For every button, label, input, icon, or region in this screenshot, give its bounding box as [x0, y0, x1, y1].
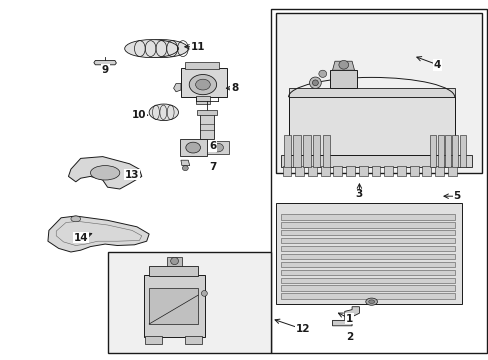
Ellipse shape [309, 77, 321, 89]
Bar [312, 135, 320, 167]
Bar [281, 238, 454, 243]
Bar [288, 97, 454, 155]
Ellipse shape [195, 79, 210, 90]
Bar [199, 112, 214, 139]
Bar [307, 166, 316, 176]
Bar [384, 166, 392, 176]
Bar [180, 139, 206, 156]
Text: 11: 11 [190, 42, 205, 52]
Bar [281, 285, 454, 291]
Bar [281, 155, 471, 167]
Bar [281, 222, 454, 228]
Bar [181, 68, 227, 97]
Bar [184, 62, 219, 69]
Text: 1: 1 [346, 314, 352, 324]
Bar [459, 135, 465, 167]
Bar [184, 336, 202, 344]
Text: 14: 14 [73, 233, 88, 243]
Bar [196, 110, 217, 115]
Bar [444, 135, 450, 167]
Bar [149, 266, 198, 276]
Bar [303, 135, 310, 167]
Bar [434, 166, 443, 176]
Bar [451, 135, 457, 167]
Bar [293, 135, 300, 167]
Bar [282, 166, 291, 176]
Ellipse shape [368, 300, 374, 303]
Bar [281, 254, 454, 259]
Text: 8: 8 [231, 83, 238, 93]
Ellipse shape [189, 75, 216, 95]
Ellipse shape [338, 60, 348, 69]
Text: 9: 9 [102, 65, 108, 75]
Text: 13: 13 [124, 170, 139, 180]
Ellipse shape [185, 142, 200, 153]
Ellipse shape [182, 166, 188, 171]
Bar [167, 257, 182, 266]
Polygon shape [173, 84, 181, 92]
Bar [107, 252, 271, 353]
Ellipse shape [170, 257, 178, 265]
Bar [333, 166, 342, 176]
Bar [281, 293, 454, 299]
Ellipse shape [90, 166, 120, 180]
Bar [281, 230, 454, 235]
Bar [371, 166, 380, 176]
Polygon shape [288, 88, 454, 97]
Bar [145, 336, 162, 344]
Bar [295, 166, 304, 176]
Text: 12: 12 [295, 324, 310, 334]
Polygon shape [68, 157, 142, 189]
Ellipse shape [71, 216, 81, 222]
Polygon shape [332, 61, 354, 70]
Bar [281, 278, 454, 283]
Bar [409, 166, 418, 176]
Text: 2: 2 [346, 332, 352, 342]
Ellipse shape [134, 40, 188, 58]
Bar [283, 135, 290, 167]
Bar [281, 246, 454, 251]
Ellipse shape [318, 70, 326, 77]
Bar [281, 270, 454, 275]
Polygon shape [181, 160, 189, 166]
Text: 10: 10 [132, 110, 146, 120]
Bar [329, 70, 356, 88]
Bar [276, 203, 461, 304]
Bar [320, 166, 329, 176]
Text: 6: 6 [209, 141, 216, 151]
Ellipse shape [211, 143, 223, 152]
Ellipse shape [149, 104, 178, 121]
Bar [195, 96, 210, 104]
Bar [276, 13, 481, 173]
Bar [437, 135, 443, 167]
Text: 4: 4 [433, 60, 441, 70]
Text: 7: 7 [208, 162, 216, 172]
Bar [396, 166, 405, 176]
Polygon shape [94, 60, 116, 65]
Bar [144, 275, 205, 337]
Bar [346, 166, 354, 176]
Bar [281, 214, 454, 220]
Bar [281, 262, 454, 267]
Ellipse shape [365, 298, 377, 305]
Ellipse shape [201, 291, 207, 296]
Text: 3: 3 [355, 189, 362, 199]
Bar [447, 166, 456, 176]
Text: 5: 5 [453, 191, 460, 201]
Bar [422, 166, 430, 176]
Bar [358, 166, 367, 176]
Ellipse shape [312, 80, 318, 86]
Bar [322, 135, 329, 167]
Ellipse shape [124, 40, 178, 58]
Bar [149, 288, 198, 324]
Bar [271, 9, 486, 353]
Polygon shape [48, 216, 149, 252]
Bar [429, 135, 435, 167]
Polygon shape [332, 307, 359, 326]
Bar [206, 141, 228, 154]
